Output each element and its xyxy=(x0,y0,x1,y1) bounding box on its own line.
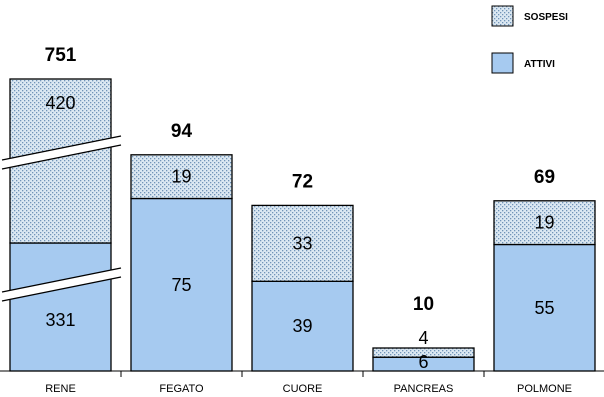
bar-sospesi-polmone xyxy=(493,200,596,246)
total-label-fegato: 94 xyxy=(171,121,193,142)
legend-swatch-sospesi xyxy=(491,5,514,27)
category-label-pancreas: PANCREAS xyxy=(394,383,454,395)
category-label-rene: RENE xyxy=(45,383,76,395)
value-label-sospesi-polmone: 19 xyxy=(534,213,554,233)
value-label-sospesi-fegato: 19 xyxy=(171,167,191,187)
legend-label-attivi: ATTIVI xyxy=(524,59,555,70)
value-label-sospesi-cuore: 33 xyxy=(292,233,312,253)
bar-sospesi-pancreas xyxy=(372,347,475,358)
legend-label-sospesi: SOSPESI xyxy=(524,12,568,23)
total-label-rene: 751 xyxy=(45,45,77,66)
total-label-polmone: 69 xyxy=(534,167,555,188)
axis-break-lower-rene xyxy=(1,267,122,302)
legend-swatch-attivi xyxy=(491,52,514,74)
bar-sospesi-cuore xyxy=(251,204,354,282)
legend: SOSPESI ATTIVI xyxy=(491,5,568,74)
value-label-attivi-fegato: 75 xyxy=(171,275,191,295)
value-label-attivi-polmone: 55 xyxy=(534,298,554,318)
bar-sospesi-fegato xyxy=(130,154,233,200)
bars-group: 331 420 75 19 39 33 6 4 55 19 xyxy=(1,78,596,372)
bar-attivi-rene xyxy=(9,242,112,372)
axis-break-upper-rene xyxy=(1,135,122,170)
bar-attivi-fegato xyxy=(130,197,233,372)
value-label-attivi-pancreas: 6 xyxy=(418,352,428,372)
value-label-attivi-cuore: 39 xyxy=(292,316,312,336)
total-label-cuore: 72 xyxy=(292,171,313,192)
value-label-sospesi-pancreas: 4 xyxy=(418,328,428,348)
value-label-sospesi-rene: 420 xyxy=(45,93,75,113)
category-label-polmone: POLMONE xyxy=(517,383,572,395)
x-axis: RENE FEGATO CUORE PANCREAS POLMONE xyxy=(0,370,604,395)
value-label-attivi-rene: 331 xyxy=(45,310,75,330)
category-label-fegato: FEGATO xyxy=(159,383,204,395)
category-label-cuore: CUORE xyxy=(283,383,323,395)
totals-group: 751 94 72 10 69 xyxy=(45,45,555,315)
total-label-pancreas: 10 xyxy=(413,294,434,315)
